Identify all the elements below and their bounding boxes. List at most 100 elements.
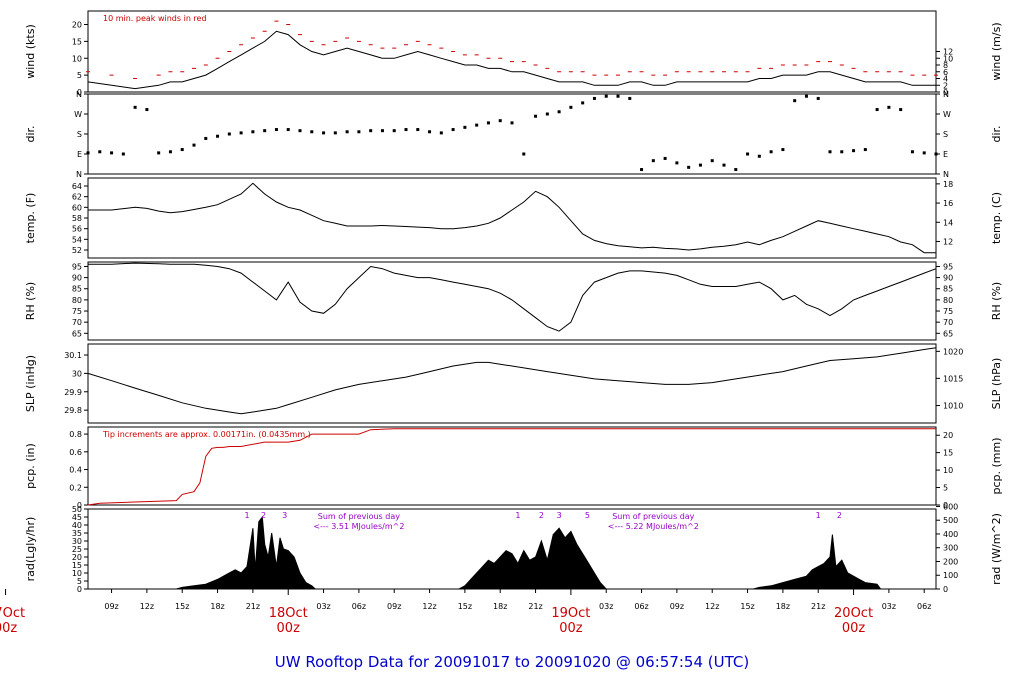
left-tick-label: S: [77, 130, 82, 139]
hour-label: 06z: [352, 602, 366, 611]
left-tick-label: 29.8: [64, 406, 82, 415]
dir-point: [828, 150, 832, 154]
left-tick-label: 0.4: [69, 466, 82, 475]
right-tick-label: 4: [943, 75, 948, 84]
dir-point: [863, 148, 867, 152]
dir-point: [628, 96, 632, 100]
left-tick-label: 0.8: [69, 430, 82, 439]
right-tick-label: 75: [943, 307, 953, 316]
dir-point: [663, 156, 667, 160]
hour-label: 09z: [104, 602, 118, 611]
dir-point: [910, 150, 914, 154]
left-tick-label: 40: [72, 521, 82, 530]
hour-label: 21z: [246, 602, 260, 611]
dir-point: [581, 101, 585, 105]
left-tick-label: 54: [72, 235, 82, 244]
right-axis-title: SLP (hPa): [990, 358, 1003, 410]
right-tick-label: 600: [943, 502, 958, 511]
rad-annotation: Sum of previous day: [612, 512, 694, 521]
dir-point: [887, 105, 891, 109]
dir-point: [263, 129, 267, 133]
dir-point: [475, 123, 479, 127]
cloud-marker: 1: [244, 511, 249, 520]
right-tick-label: 6: [943, 68, 948, 77]
right-tick-label: S: [943, 130, 948, 139]
dir-point: [498, 119, 502, 123]
left-tick-label: 25: [72, 545, 82, 554]
left-tick-label: 20: [72, 553, 82, 562]
left-tick-label: 70: [72, 318, 82, 327]
right-tick-label: 5: [943, 484, 948, 493]
panel-frame: [87, 177, 937, 259]
dir-point: [216, 134, 220, 138]
right-tick-label: 80: [943, 296, 953, 305]
left-tick-label: 64: [72, 182, 82, 191]
panel-frame: [87, 10, 937, 93]
rad-area: [458, 527, 608, 590]
cloud-marker: 3: [282, 511, 287, 520]
series-line: [87, 30, 936, 90]
dir-point: [274, 128, 278, 132]
right-axis-title: rad (W/m^2): [990, 513, 1003, 585]
dir-point: [451, 128, 455, 132]
left-tick-label: 0: [77, 88, 82, 97]
left-tick-label: 65: [72, 329, 82, 338]
dir-point: [322, 131, 326, 135]
right-tick-label: 1020: [943, 347, 963, 356]
cloud-marker: 5: [585, 511, 590, 520]
panel-annotation: 10 min. peak winds in red: [103, 14, 207, 23]
dir-point: [345, 130, 349, 134]
left-tick-label: 85: [72, 285, 82, 294]
dir-point: [298, 129, 302, 133]
right-tick-label: 10: [943, 466, 953, 475]
series-line: [88, 262, 937, 332]
hour-label: 21z: [811, 602, 825, 611]
hour-label: 09z: [387, 602, 401, 611]
dir-point: [934, 152, 938, 156]
dir-point: [145, 108, 149, 112]
panel-frame: [87, 261, 937, 341]
dir-point: [840, 150, 844, 154]
hour-label: 09z: [670, 602, 684, 611]
left-axis-title: dir.: [24, 125, 37, 142]
right-tick-label: N: [943, 90, 949, 99]
dir-point: [804, 94, 808, 98]
right-axis-title: RH (%): [990, 282, 1003, 320]
left-tick-label: W: [74, 110, 82, 119]
right-tick-label: 12: [943, 237, 953, 246]
series-line: [88, 182, 936, 254]
right-tick-label: 0: [943, 88, 948, 97]
dir-point: [616, 94, 620, 98]
left-tick-label: N: [76, 170, 82, 179]
dir-point: [357, 130, 361, 134]
right-tick-label: N: [943, 170, 949, 179]
dir-point: [734, 168, 738, 172]
hour-label: 12z: [705, 602, 719, 611]
day-date-label: 20Oct: [834, 606, 873, 621]
dir-point: [545, 112, 549, 116]
left-tick-label: 30.1: [64, 351, 82, 360]
hour-label: 03z: [316, 602, 330, 611]
hour-label: 15z: [175, 602, 189, 611]
right-tick-label: 500: [943, 516, 958, 525]
rad-annotation-total: <--- 3.51 MJoules/m^2: [313, 522, 404, 531]
left-axis-title: temp. (F): [24, 193, 37, 244]
hour-label: 06z: [634, 602, 648, 611]
left-axis-title: rad(Lgly/hr): [24, 517, 37, 582]
chart-title: UW Rooftop Data for 20091017 to 20091020…: [275, 653, 749, 671]
dir-point: [428, 130, 432, 134]
dir-point: [333, 131, 337, 135]
day-hour-label: 00z: [0, 621, 17, 636]
hour-label: 18z: [210, 602, 224, 611]
dir-point: [899, 108, 903, 112]
dir-point: [569, 105, 573, 109]
panel-frame: [87, 343, 937, 424]
left-tick-label: 58: [72, 214, 82, 223]
panel-rh: 65 70 75 80 85 90 95 65 70 75 80 85 90 95 RH (%) RH (%): [24, 261, 1003, 341]
right-tick-label: 15: [943, 449, 953, 458]
dir-point: [404, 128, 408, 132]
left-tick-label: 20: [72, 21, 82, 30]
right-tick-label: 100: [943, 571, 958, 580]
